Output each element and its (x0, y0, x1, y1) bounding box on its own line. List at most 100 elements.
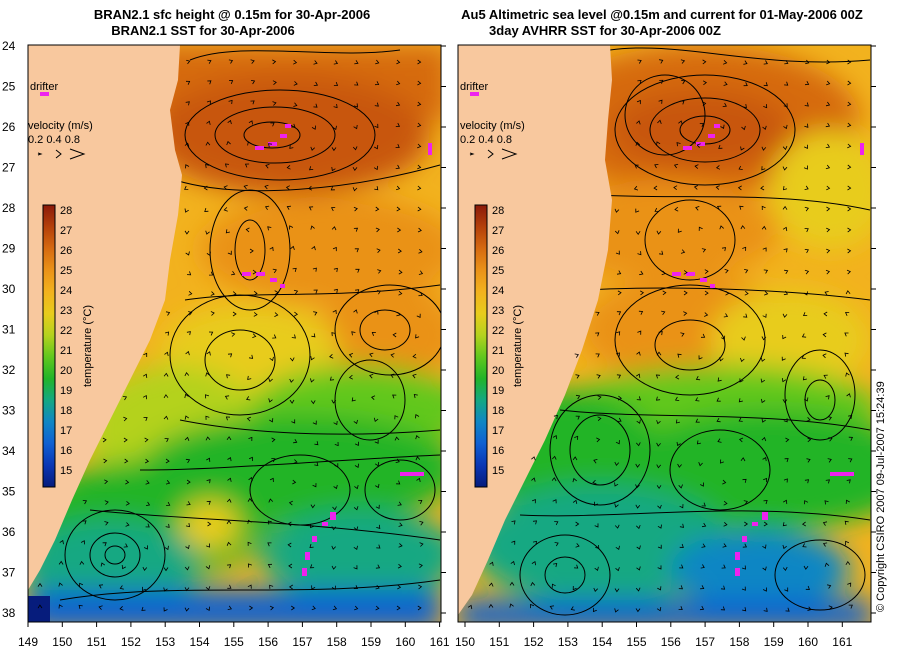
velocity-arrow (782, 522, 787, 527)
velocity-arrow (657, 119, 662, 124)
velocity-arrow (204, 207, 209, 212)
velocity-arrow (369, 352, 374, 358)
velocity-arrow (822, 521, 828, 526)
velocity-arrow (782, 566, 788, 572)
velocity-arrow (397, 563, 402, 569)
velocity-arrow (206, 500, 211, 505)
velocity-arrow (375, 206, 380, 212)
velocity-arrow (269, 418, 274, 423)
longitude-tick-label: 155 (626, 635, 646, 649)
velocity-arrow (617, 417, 622, 422)
velocity-arrow (636, 524, 641, 530)
velocity-arrow (719, 357, 724, 362)
velocity-arrow (352, 166, 358, 172)
velocity-arrow (783, 103, 788, 108)
colorbar-tick-label: 28 (492, 205, 504, 217)
velocity-arrow (313, 60, 318, 65)
colorbar-tick-label: 27 (60, 225, 72, 237)
velocity-arrow (802, 312, 808, 316)
velocity-arrow (804, 479, 810, 484)
velocity-arrow (353, 103, 358, 108)
velocity-arrow (678, 120, 683, 125)
velocity-arrow (738, 398, 743, 403)
velocity-arrow (806, 458, 811, 463)
colorbar-tick-label: 15 (60, 465, 72, 477)
velocity-arrow (847, 227, 852, 233)
velocity-arrow (763, 500, 768, 505)
velocity-arrow (398, 269, 403, 275)
velocity-arrow (309, 543, 314, 548)
longitude-tick-label: 158 (729, 635, 749, 649)
velocity-arrow (698, 355, 703, 360)
velocity-arrow (636, 120, 641, 125)
velocity-arrow (700, 482, 704, 487)
longitude-tick-label: 152 (121, 635, 141, 649)
velocity-arrow (82, 520, 87, 525)
velocity-arrow (804, 81, 810, 86)
latitude-tick-label: 30 (2, 282, 16, 296)
velocity-arrow (395, 122, 401, 127)
velocity-arrow (185, 458, 191, 464)
velocity-arrow (614, 608, 619, 613)
velocity-arrow (741, 336, 746, 341)
velocity-arrow (635, 608, 641, 613)
velocity-arrow (418, 270, 424, 275)
velocity-arrow (252, 333, 257, 338)
velocity-arrow (844, 520, 849, 525)
velocity-arrow (418, 563, 423, 569)
velocity-arrow (245, 227, 250, 233)
velocity-arrow (248, 436, 253, 442)
velocity-arrow (398, 522, 403, 527)
velocity-arrow (204, 394, 210, 399)
velocity-arrow (575, 394, 581, 400)
velocity-arrow (314, 441, 319, 446)
velocity-arrow (312, 267, 317, 272)
velocity-arrow (314, 461, 319, 466)
velocity-arrow (186, 501, 191, 506)
velocity-arrow (269, 584, 274, 589)
velocity-arrow (575, 415, 580, 420)
velocity-arrow (142, 373, 148, 378)
velocity-arrow (184, 208, 189, 213)
velocity-arrow (287, 542, 292, 548)
velocity-arrow (804, 144, 808, 150)
velocity-arrow (373, 417, 379, 422)
velocity-arrow (289, 225, 294, 230)
colorbar-tick-label: 21 (60, 345, 72, 357)
colorbar-tick-label: 27 (492, 225, 504, 237)
velocity-arrow (205, 586, 211, 591)
velocity-arrow (375, 227, 380, 233)
velocity-arrow (272, 334, 277, 339)
velocity-arrow (783, 186, 788, 191)
velocity-arrow (226, 520, 232, 525)
velocity-arrow (246, 416, 252, 422)
latitude-tick-label: 36 (2, 525, 16, 539)
velocity-arrow (659, 250, 664, 255)
velocity-arrow (530, 581, 536, 587)
velocity-arrow (783, 290, 789, 296)
velocity-arrow (374, 123, 379, 129)
velocity-arrow (227, 250, 232, 255)
velocity-arrow (804, 228, 809, 233)
velocity-arrow (677, 353, 682, 358)
velocity-arrow (488, 603, 494, 608)
velocity-arrow (762, 125, 767, 130)
velocity-arrow (163, 587, 168, 592)
velocity-arrow (488, 582, 494, 587)
copyright-text: © Copyright CSIRO 2007 09-Jul-2007 15:24… (875, 381, 887, 612)
velocity-arrow (210, 311, 215, 316)
velocity-arrow (532, 540, 537, 545)
longitude-tick-label: 158 (327, 635, 347, 649)
velocity-arrow (743, 500, 748, 505)
velocity-arrow (272, 80, 277, 85)
velocity-arrow (206, 479, 211, 484)
velocity-arrow (78, 604, 83, 609)
velocity-arrow (467, 604, 473, 610)
velocity-arrow (696, 440, 701, 445)
velocity-arrow (785, 607, 790, 612)
velocity-arrow (333, 484, 338, 490)
velocity-arrow (683, 290, 688, 296)
velocity-arrow (396, 206, 401, 212)
velocity-arrow (264, 205, 270, 211)
velocity-arrow (267, 226, 272, 231)
